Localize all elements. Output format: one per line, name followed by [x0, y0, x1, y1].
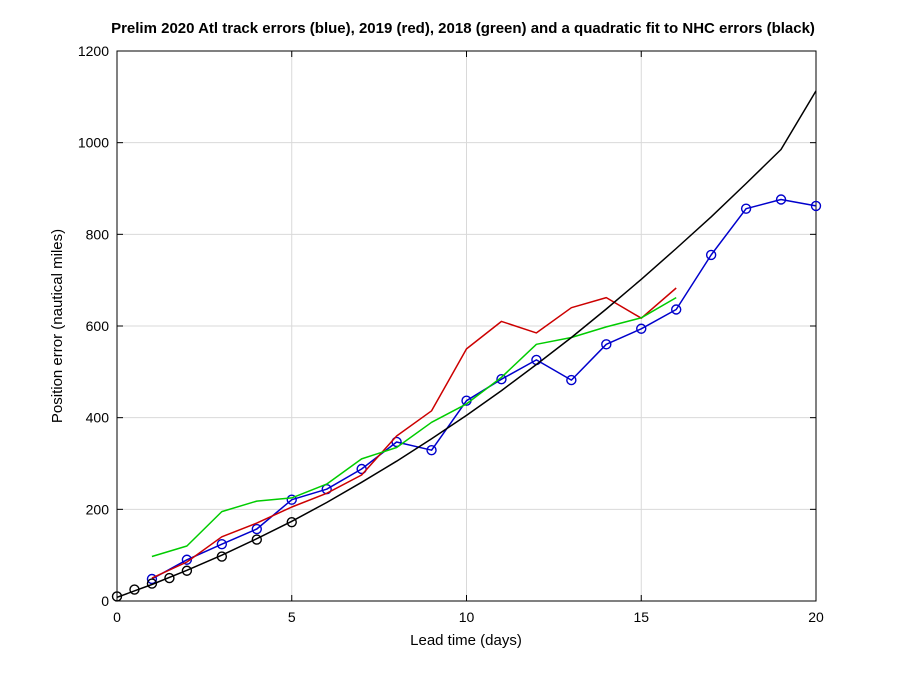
series-marker-4: [164, 572, 175, 584]
x-tick-label: 0: [113, 609, 121, 625]
series-line-0: [151, 198, 817, 580]
y-tick-label: 0: [101, 593, 109, 609]
y-axis-label: Position error (nautical miles): [49, 229, 66, 423]
series-marker-4: [146, 578, 158, 589]
y-tick-label: 400: [86, 410, 110, 426]
series-marker-0: [216, 538, 228, 550]
x-tick-label: 10: [459, 609, 475, 625]
series-marker-0: [286, 494, 297, 505]
series-marker-4: [286, 516, 297, 528]
series-marker-4: [251, 534, 262, 545]
chart-title: Prelim 2020 Atl track errors (blue), 201…: [111, 20, 815, 37]
series-marker-4: [216, 551, 228, 562]
series-marker-0: [740, 203, 752, 214]
x-tick-label: 5: [288, 609, 296, 625]
series-marker-0: [426, 445, 437, 456]
series-line-2: [151, 296, 677, 558]
series-group: [111, 90, 822, 602]
x-tick-label: 15: [633, 609, 649, 625]
series-line-3: [116, 90, 817, 599]
series-marker-0: [636, 323, 647, 334]
series-marker-0: [251, 523, 262, 535]
y-tick-label: 1000: [78, 135, 109, 151]
series-line-1: [151, 287, 677, 579]
series-marker-0: [810, 200, 822, 212]
y-tick-label: 600: [86, 318, 110, 334]
series-marker-0: [496, 373, 507, 385]
series-marker-4: [129, 584, 140, 595]
series-marker-0: [671, 304, 682, 315]
y-tick-label: 800: [86, 226, 110, 242]
series-marker-4: [181, 565, 193, 576]
x-axis-label: Lead time (days): [410, 632, 522, 649]
series-marker-0: [566, 374, 577, 386]
series-marker-0: [775, 194, 787, 205]
series-marker-0: [705, 249, 717, 261]
series-marker-4: [111, 591, 123, 602]
series-marker-0: [146, 573, 158, 585]
x-tick-label: 20: [808, 609, 824, 625]
y-tick-label: 200: [86, 501, 110, 517]
series-marker-0: [181, 554, 193, 565]
grid: [117, 51, 816, 601]
y-tick-label: 1200: [78, 43, 109, 59]
series-marker-0: [601, 339, 612, 350]
